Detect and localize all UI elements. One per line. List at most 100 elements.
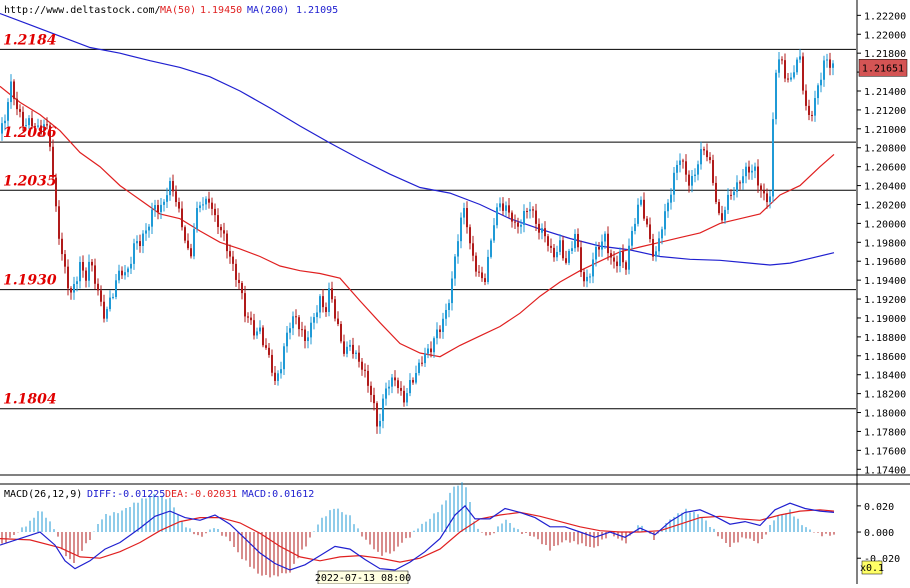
candle-body <box>601 241 603 250</box>
macd-histogram <box>1 482 835 578</box>
candle-body <box>508 205 510 213</box>
candle-body <box>643 199 645 219</box>
candle-body <box>160 204 162 213</box>
candle-body <box>553 247 555 258</box>
price-tick-label: 1.19800 <box>864 238 906 249</box>
price-levels <box>0 48 856 410</box>
ma200-value: 1.21095 <box>296 5 338 16</box>
candle-body <box>478 271 480 273</box>
candle-body <box>145 230 147 234</box>
candle-body <box>244 293 246 317</box>
candle-body <box>10 81 12 103</box>
candle-body <box>571 248 573 251</box>
candle-body <box>466 208 468 228</box>
candle-body <box>574 233 576 249</box>
candle-body <box>436 329 438 339</box>
candle-body <box>355 352 357 354</box>
candle-body <box>298 317 300 330</box>
candle-body <box>211 202 213 209</box>
candle-body <box>139 241 141 247</box>
candle-body <box>679 160 681 165</box>
candle-body <box>109 297 111 310</box>
time-label: 2022-07-13 08:00 <box>315 573 411 584</box>
candle-body <box>169 181 171 196</box>
macd-lines <box>0 502 835 571</box>
candle-body <box>79 262 81 282</box>
source-url[interactable]: http://www.deltastock.com/ <box>4 5 161 16</box>
zoom-label: x0.1 <box>860 563 884 574</box>
candle-body <box>673 172 675 195</box>
candle-body <box>586 276 588 282</box>
candle-body <box>235 263 237 280</box>
candle-body <box>205 198 207 205</box>
candle-body <box>577 233 579 248</box>
candle-body <box>133 243 135 264</box>
candle-body <box>664 211 666 230</box>
candle-body <box>142 233 144 247</box>
candle-body <box>385 388 387 399</box>
candle-body <box>88 261 90 281</box>
candle-body <box>370 385 372 395</box>
candle-body <box>274 372 276 381</box>
candle-body <box>604 233 606 242</box>
candle-body <box>70 288 72 293</box>
candle-body <box>331 288 333 300</box>
candle-body <box>163 201 165 205</box>
candle-body <box>475 255 477 272</box>
price-tick-label: 1.19000 <box>864 314 906 325</box>
candle-body <box>595 246 597 260</box>
level-label: 1.2086 <box>3 125 57 141</box>
candle-body <box>736 182 738 192</box>
candle-body <box>814 98 816 116</box>
candle-body <box>616 261 618 267</box>
candle-body <box>472 243 474 256</box>
candle-body <box>7 102 9 121</box>
candle-body <box>634 223 636 231</box>
candle-body <box>322 296 324 308</box>
candle-body <box>442 318 444 332</box>
candle-body <box>238 279 240 283</box>
candle-body <box>196 208 198 230</box>
candle-body <box>742 176 744 184</box>
candle-body <box>730 194 732 196</box>
candle-body <box>22 111 24 127</box>
candle-body <box>193 229 195 257</box>
candle-body <box>43 124 45 134</box>
candle-body <box>97 283 99 291</box>
candle-body <box>358 352 360 362</box>
candle-body <box>751 170 753 173</box>
zoom-button[interactable]: x0.1 <box>860 560 884 575</box>
candle-body <box>151 209 153 227</box>
candle-body <box>190 248 192 257</box>
candle-body <box>520 224 522 227</box>
candle-body <box>412 380 414 383</box>
price-tick-label: 1.18800 <box>864 333 906 344</box>
candle-body <box>340 324 342 342</box>
candle-body <box>136 241 138 244</box>
candle-body <box>439 329 441 332</box>
macd-tick-label: 0.020 <box>864 502 894 513</box>
level-label: 1.2184 <box>3 32 57 48</box>
candle-body <box>832 63 834 68</box>
candle-body <box>559 240 561 252</box>
candle-body <box>31 118 33 127</box>
ma50-value: 1.19450 <box>200 5 242 16</box>
candle-body <box>379 420 381 427</box>
candle-body <box>130 263 132 269</box>
candle-body <box>100 290 102 302</box>
candle-body <box>748 166 750 173</box>
price-tick-label: 1.18200 <box>864 390 906 401</box>
candle-body <box>583 272 585 282</box>
candle-body <box>433 338 435 353</box>
candle-body <box>547 236 549 246</box>
level-labels: 1.2184 1.2086 1.2035 1.1930 1.1804 <box>3 32 57 407</box>
candle-body <box>253 320 255 336</box>
price-tick-label: 1.21800 <box>864 49 906 60</box>
price-tick-label: 1.17600 <box>864 446 906 457</box>
candle-body <box>799 56 801 60</box>
moving-averages <box>0 12 835 358</box>
price-tick-label: 1.20400 <box>864 182 906 193</box>
candle-body <box>808 105 810 115</box>
candle-body <box>313 317 315 323</box>
